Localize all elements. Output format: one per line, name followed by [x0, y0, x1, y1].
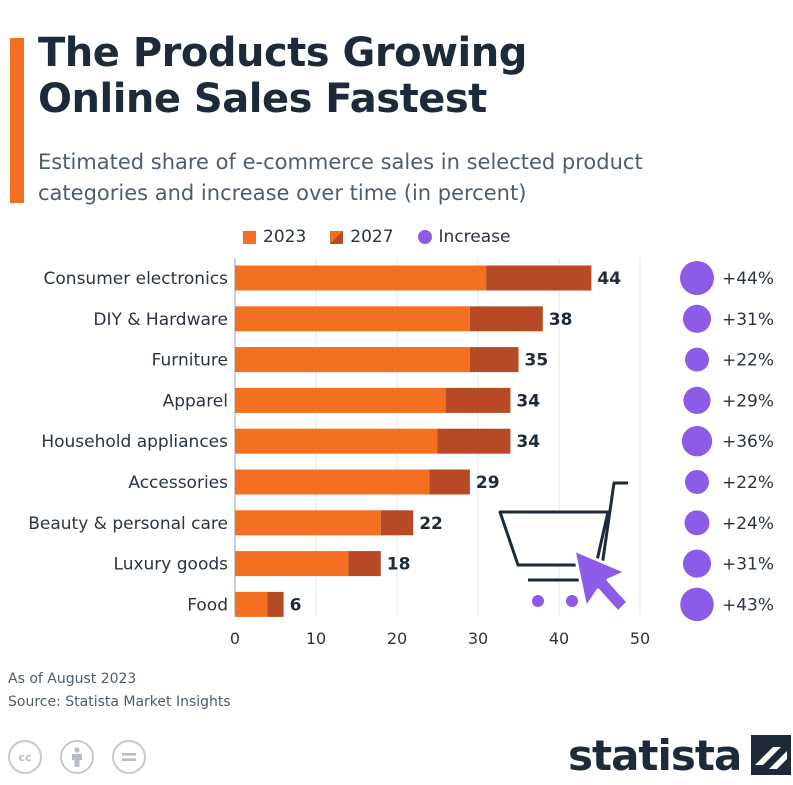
increase-bubble: [684, 510, 710, 536]
bar-2027: [267, 591, 284, 617]
x-tick-label: 0: [230, 629, 240, 648]
category-label: Household appliances: [41, 432, 228, 452]
value-label: 44: [597, 269, 621, 289]
value-label: 18: [387, 555, 411, 575]
increase-label: +43%: [722, 595, 774, 615]
shopping-cart-icon: [498, 481, 630, 614]
value-label: 38: [549, 310, 573, 330]
bar-2023: [235, 469, 430, 495]
increase-bubble: [682, 549, 712, 578]
bar-2023: [235, 347, 470, 373]
legend-item-2023: 2023: [243, 227, 306, 247]
increase-label: +24%: [722, 514, 774, 534]
increase-bubble: [682, 304, 712, 333]
category-label: Accessories: [128, 473, 228, 493]
bar-2027: [445, 387, 511, 413]
category-label: Beauty & personal care: [28, 514, 228, 534]
legend-label-2023: 2023: [263, 227, 307, 247]
increase-bubble: [680, 587, 714, 622]
bar-2023: [235, 387, 446, 413]
increase-bubbles: +44% +31% +22% +29% +36% +22% +24% +31% +43%: [680, 261, 774, 622]
bar-2027: [429, 469, 470, 495]
bar-2023: [235, 306, 470, 332]
bar-2023: [235, 265, 487, 291]
category-label: DIY & Hardware: [93, 310, 228, 330]
category-label: Food: [187, 595, 228, 615]
x-tick-label: 10: [306, 629, 326, 648]
legend-swatch-2023: [243, 230, 256, 244]
increase-bubble: [680, 261, 714, 295]
bar-2023: [235, 510, 381, 536]
bar-2027: [437, 428, 511, 454]
bar-2023: [235, 591, 268, 617]
category-label: Consumer electronics: [44, 269, 229, 289]
footnotes: As of August 2023 Source: Statista Marke…: [8, 668, 231, 714]
increase-bubble: [683, 386, 711, 414]
value-label: 35: [525, 351, 549, 371]
legend-label-increase: Increase: [438, 227, 511, 247]
cursor-arrow-icon: [572, 548, 630, 614]
statista-mark-icon: [751, 735, 792, 775]
increase-label: +31%: [722, 555, 774, 575]
increase-bubble: [685, 347, 709, 372]
bar-2027: [469, 306, 543, 332]
as-of-note: As of August 2023: [8, 671, 137, 687]
cc-icon[interactable]: cc: [8, 740, 42, 774]
bar-2023: [235, 551, 349, 577]
x-axis: 0 10 20 30 40 50: [230, 629, 650, 648]
increase-label: +22%: [722, 351, 774, 371]
chart-title: The Products Growing Online Sales Fastest: [38, 30, 527, 122]
increase-label: +29%: [722, 391, 774, 411]
bar-2027: [380, 510, 414, 536]
accent-bar: [10, 38, 24, 203]
value-label: 22: [419, 514, 443, 534]
attribution-icon[interactable]: [60, 740, 94, 774]
value-label: 34: [516, 391, 540, 411]
value-label: 34: [516, 432, 540, 452]
legend: 2023 2027 Increase: [243, 226, 534, 248]
increase-label: +36%: [722, 432, 774, 452]
increase-bubble: [685, 470, 709, 494]
increase-label: +22%: [722, 473, 774, 493]
legend-swatch-2027: [330, 230, 344, 244]
x-tick-label: 30: [468, 629, 488, 648]
bar-2027: [348, 551, 381, 577]
category-labels: Consumer electronics DIY & Hardware Furnit…: [28, 269, 228, 615]
brand-wordmark: statista: [568, 730, 742, 780]
legend-label-2027: 2027: [350, 227, 394, 247]
legend-swatch-increase: [417, 230, 432, 244]
increase-label: +31%: [722, 310, 774, 330]
x-tick-label: 50: [630, 629, 650, 648]
chart-subtitle: Estimated share of e-commerce sales in s…: [38, 150, 643, 205]
category-label: Apparel: [163, 391, 228, 411]
bars: [235, 265, 592, 617]
legend-item-increase: Increase: [417, 227, 511, 247]
no-derivatives-icon[interactable]: [112, 740, 146, 774]
value-label: 29: [476, 473, 500, 493]
value-label: 6: [290, 595, 302, 615]
value-labels: 44 38 35 34 34 29 22 18 6: [290, 269, 622, 615]
statista-logo[interactable]: statista: [568, 730, 792, 780]
x-tick-label: 20: [387, 629, 407, 648]
bar-2023: [235, 428, 438, 454]
license-icons: cc: [8, 740, 164, 774]
bar-2027: [486, 265, 592, 291]
bar-chart: Consumer electronics DIY & Hardware Furnit…: [28, 258, 774, 648]
source-note: Source: Statista Market Insights: [8, 694, 231, 710]
increase-bubble: [681, 426, 713, 457]
legend-item-2027: 2027: [330, 227, 394, 247]
bar-2027: [469, 347, 519, 373]
x-tick-label: 40: [549, 629, 569, 648]
category-label: Luxury goods: [114, 555, 229, 575]
increase-label: +44%: [722, 269, 774, 289]
category-label: Furniture: [152, 351, 228, 371]
